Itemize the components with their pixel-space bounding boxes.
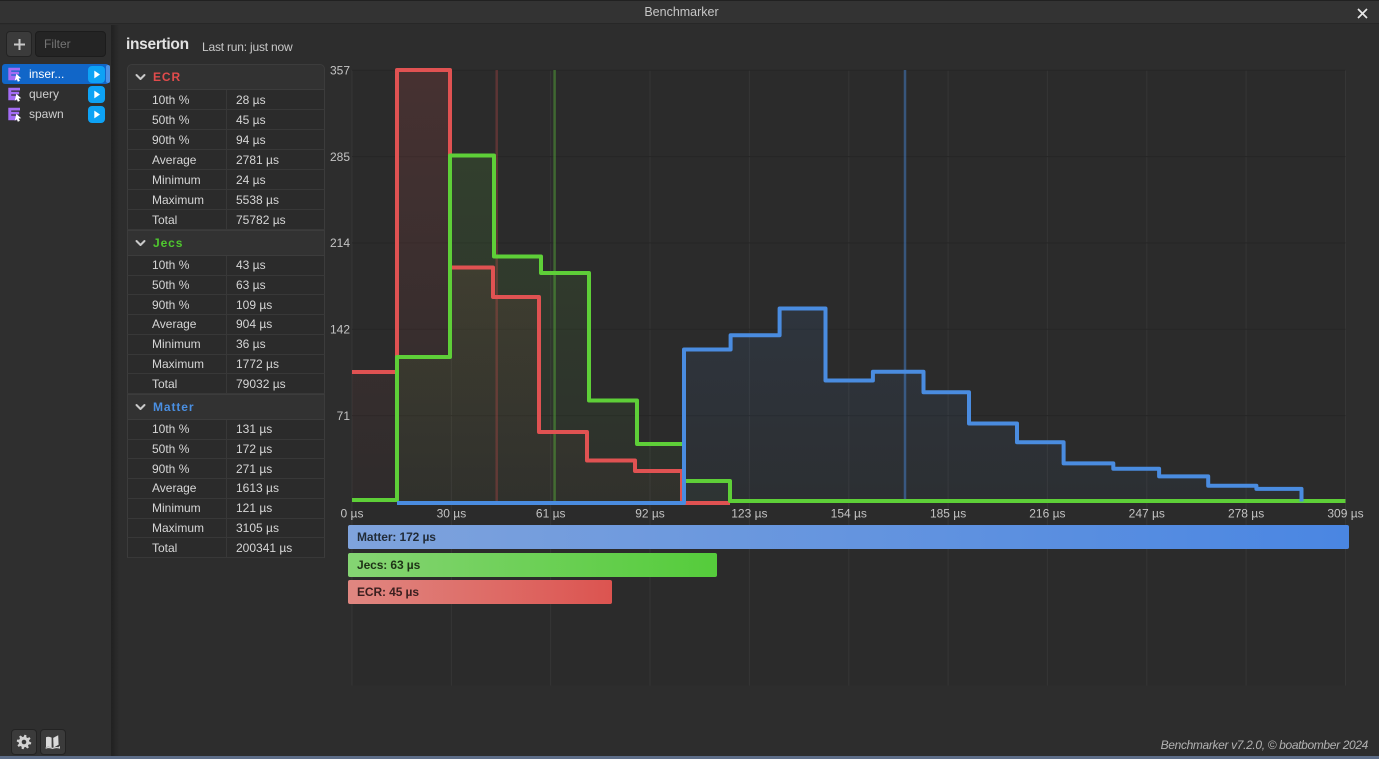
svg-text:185 µs: 185 µs (930, 507, 966, 521)
svg-text:285: 285 (330, 150, 350, 164)
svg-text:278 µs: 278 µs (1228, 507, 1264, 521)
svg-text:216 µs: 216 µs (1029, 507, 1065, 521)
svg-text:61 µs: 61 µs (536, 507, 566, 521)
svg-text:30 µs: 30 µs (437, 507, 467, 521)
svg-text:92 µs: 92 µs (635, 507, 665, 521)
svg-text:0 µs: 0 µs (341, 507, 364, 521)
svg-text:247 µs: 247 µs (1129, 507, 1165, 521)
svg-text:154 µs: 154 µs (831, 507, 867, 521)
svg-text:357: 357 (330, 63, 350, 77)
svg-text:123 µs: 123 µs (731, 507, 767, 521)
svg-text:142: 142 (330, 323, 350, 337)
svg-text:71: 71 (337, 409, 351, 423)
svg-text:309 µs: 309 µs (1327, 507, 1363, 521)
svg-text:214: 214 (330, 236, 350, 250)
